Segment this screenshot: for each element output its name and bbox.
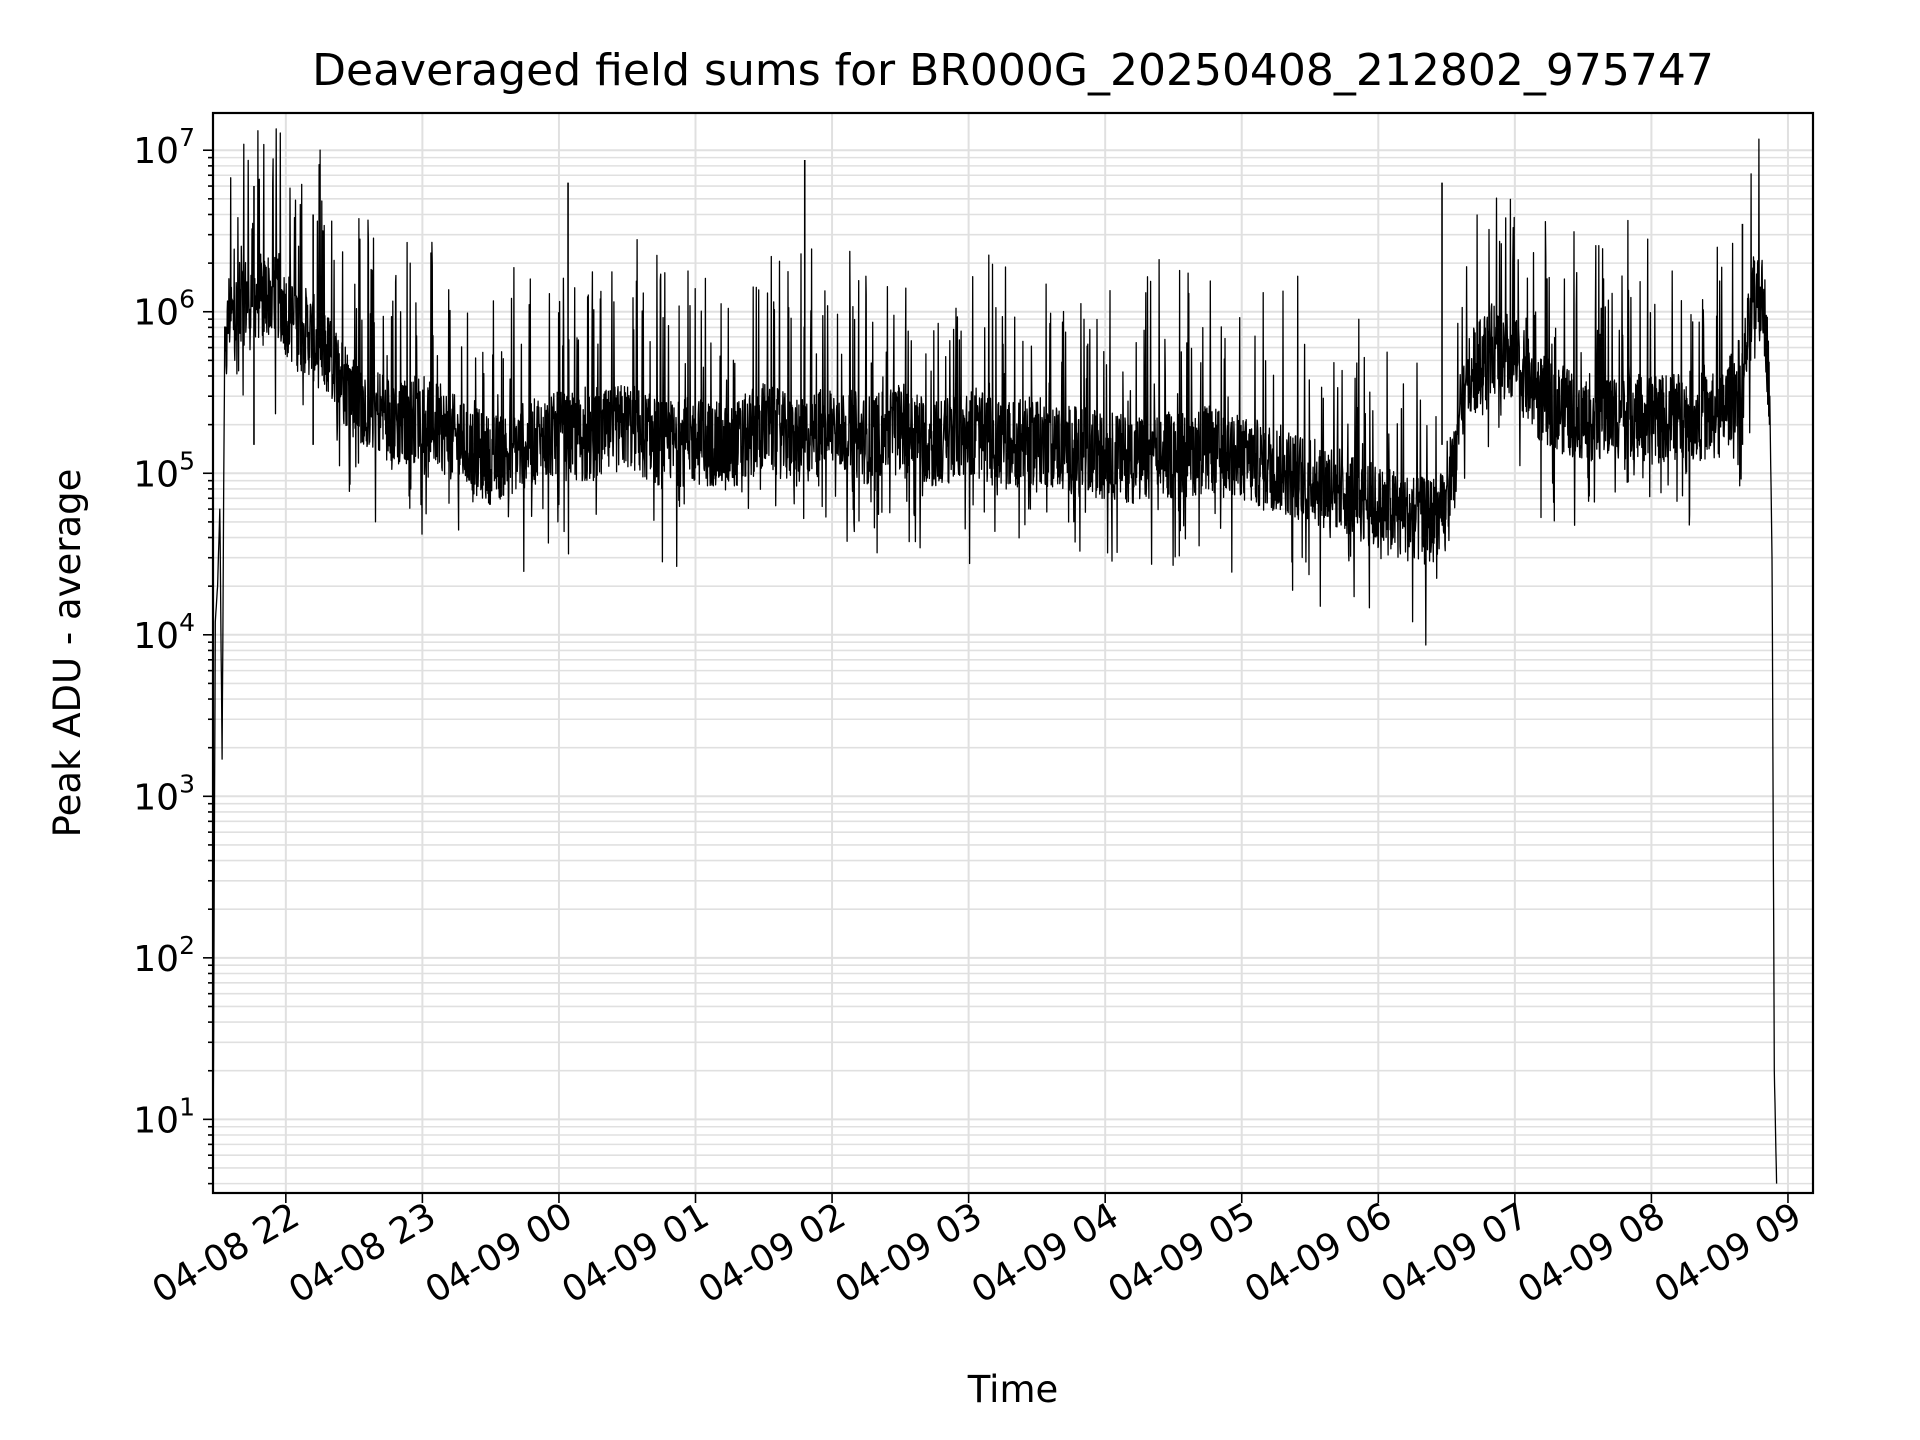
plot-area-frame: [211, 111, 1815, 1195]
y-tick-label: 103: [133, 769, 195, 818]
y-tick-label: 107: [133, 123, 195, 172]
y-axis: 101 102 103 104 105 106 107: [133, 123, 213, 1185]
grid: [213, 113, 1813, 1193]
x-axis-label: Time: [967, 1368, 1059, 1411]
y-tick-label: 101: [133, 1092, 195, 1141]
series-line: [212, 128, 1778, 1184]
y-tick-label: 104: [133, 608, 195, 657]
y-axis-label: Peak ADU - average: [46, 469, 89, 838]
y-tick-label: 102: [133, 931, 195, 980]
series-layer: [212, 128, 1778, 1184]
y-tick-label: 105: [133, 446, 195, 495]
y-tick-label: 106: [133, 285, 195, 334]
chart-title: Deaveraged field sums for BR000G_2025040…: [312, 45, 1714, 96]
